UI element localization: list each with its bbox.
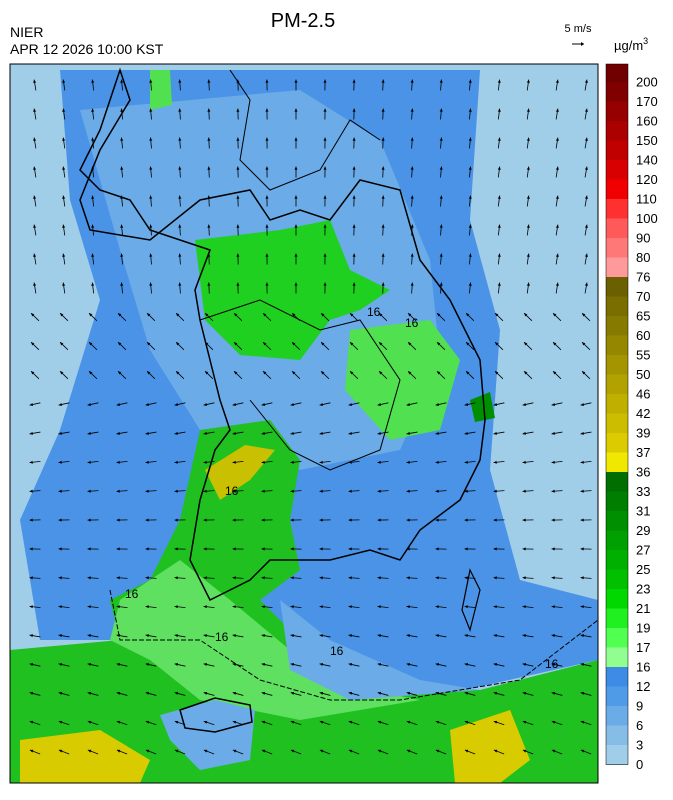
colorbar-label: 200 [636, 75, 658, 90]
colorbar-label: 65 [636, 309, 650, 324]
colorbar-label: 16 [636, 660, 650, 675]
wind-scale-arrowhead [581, 42, 584, 46]
color-segment [606, 609, 628, 629]
color-segment [606, 589, 628, 609]
color-segment [606, 277, 628, 297]
color-segment [606, 82, 628, 102]
contour-label: 16 [545, 657, 559, 671]
unit-exponent: 3 [643, 36, 648, 46]
colorbar-label: 19 [636, 621, 650, 636]
colorbar-label: 27 [636, 543, 650, 558]
color-segment [606, 394, 628, 414]
wind-scale-label: 5 m/s [565, 23, 592, 35]
colorbar-label: 0 [636, 757, 643, 772]
colorbar-label: 33 [636, 484, 650, 499]
color-segment [606, 238, 628, 258]
colorbar-label: 100 [636, 211, 658, 226]
color-segment [606, 355, 628, 375]
color-segment [606, 667, 628, 687]
colorbar-label: 42 [636, 406, 650, 421]
colorbar-label: 50 [636, 367, 650, 382]
color-segment [606, 706, 628, 726]
contour-label: 16 [125, 587, 139, 601]
color-segment [606, 180, 628, 200]
contour-label: 16 [330, 644, 344, 658]
contour-label: 16 [225, 484, 239, 498]
pm-zone-19b [150, 70, 172, 110]
colorbar-label: 6 [636, 718, 643, 733]
colorbar-label: 160 [636, 114, 658, 129]
agency: NIER [10, 24, 43, 40]
colorbar-label: 36 [636, 465, 650, 480]
color-segment [606, 141, 628, 161]
colorbar-label: 55 [636, 348, 650, 363]
colorbar-label: 17 [636, 640, 650, 655]
unit-base: µg/m [614, 38, 643, 53]
colorbar-label: 3 [636, 738, 643, 753]
color-segment [606, 414, 628, 434]
colorbar-label: 12 [636, 679, 650, 694]
colorbar-label: 110 [636, 192, 657, 207]
contour-label: 16 [367, 305, 381, 319]
contour-label: 16 [215, 630, 229, 644]
colorbar-label: 140 [636, 153, 658, 168]
color-segment [606, 648, 628, 668]
colorbar-label: 37 [636, 445, 650, 460]
colorbar-label: 23 [636, 582, 650, 597]
color-segment [606, 511, 628, 531]
colorbar-label: 150 [636, 133, 658, 148]
colorbar-label: 25 [636, 562, 650, 577]
colorbar-label: 39 [636, 426, 650, 441]
color-segment [606, 102, 628, 122]
colorbar-label: 31 [636, 504, 650, 519]
colorbar: 2001701601501401201101009080767065605550… [606, 64, 658, 772]
color-segment [606, 531, 628, 551]
color-segment [606, 297, 628, 317]
color-segment [606, 375, 628, 395]
color-segment [606, 336, 628, 356]
timestamp: APR 12 2026 10:00 KST [10, 41, 164, 57]
color-segment [606, 550, 628, 570]
colorbar-label: 60 [636, 328, 650, 343]
color-segment [606, 492, 628, 512]
color-segment [606, 570, 628, 590]
colorbar-label: 46 [636, 387, 650, 402]
colorbar-label: 80 [636, 250, 650, 265]
color-segment [606, 472, 628, 492]
colorbar-label: 9 [636, 699, 643, 714]
map: 16 16 16 16 16 16 16 [10, 64, 598, 783]
color-segment [606, 219, 628, 239]
colorbar-label: 120 [636, 172, 658, 187]
color-segment [606, 628, 628, 648]
color-segment [606, 64, 628, 83]
color-segment [606, 726, 628, 746]
color-segment [606, 160, 628, 180]
colorbar-label: 170 [636, 94, 658, 109]
color-segment [606, 121, 628, 141]
colorbar-label: 70 [636, 289, 650, 304]
color-segment [606, 316, 628, 336]
title: PM-2.5 [271, 10, 335, 32]
colorbar-label: 21 [636, 601, 650, 616]
color-segment [606, 745, 628, 765]
colorbar-label: 76 [636, 270, 650, 285]
color-segment [606, 258, 628, 278]
unit: µg/m3 [614, 36, 648, 53]
color-segment [606, 199, 628, 219]
contour-label: 16 [405, 316, 419, 330]
color-segment [606, 687, 628, 707]
color-segment [606, 433, 628, 453]
colorbar-label: 90 [636, 231, 650, 246]
color-segment [606, 453, 628, 473]
colorbar-label: 29 [636, 523, 650, 538]
